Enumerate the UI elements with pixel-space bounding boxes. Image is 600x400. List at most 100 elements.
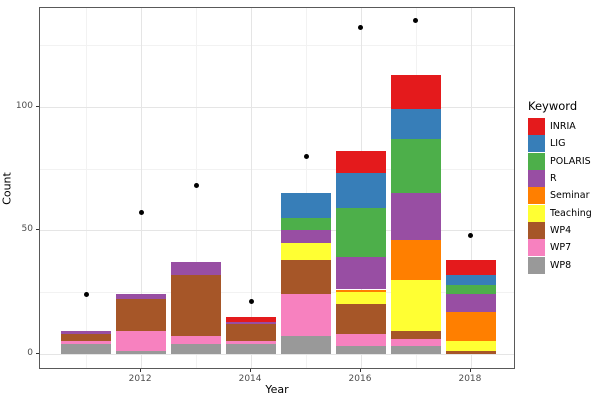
legend-label: LIG — [550, 138, 566, 150]
legend-item-wp8: WP8 — [528, 256, 592, 274]
x-tick-label: 2014 — [238, 374, 262, 384]
y-tick-label: 100 — [15, 100, 33, 111]
plot-panel — [39, 7, 515, 369]
legend-swatch-wp7 — [528, 239, 545, 257]
data-point-2017 — [413, 17, 419, 23]
bar-segment-inria-2018 — [446, 259, 496, 275]
bar-segment-r-2017 — [391, 193, 441, 241]
bar-segment-seminar-2018 — [446, 311, 496, 342]
bar-segment-r-2013 — [171, 262, 221, 275]
bar-segment-r-2012 — [116, 294, 166, 300]
legend-swatch-teaching — [528, 204, 545, 222]
bar-segment-r-2015 — [281, 230, 331, 243]
bar-segment-seminar-2016 — [336, 289, 386, 292]
bar-segment-r-2014 — [226, 321, 276, 325]
gridline-x-major — [470, 8, 472, 368]
gridline-y-minor — [40, 291, 514, 293]
legend-items: INRIA LIG POLARIS R Seminar Teaching WP4 WP7 WP8 — [528, 118, 592, 274]
legend-swatch-wp4 — [528, 221, 545, 239]
gridline-y-minor — [40, 168, 514, 170]
bar-segment-inria-2014 — [226, 316, 276, 322]
bar-segment-lig-2016 — [336, 173, 386, 208]
bar-segment-wp4-2011 — [61, 333, 111, 342]
x-tick-label: 2018 — [458, 374, 482, 384]
bar-segment-polaris-2018 — [446, 284, 496, 295]
bar-segment-polaris-2017 — [391, 138, 441, 194]
bar-segment-polaris-2016 — [336, 208, 386, 258]
gridline-x-minor — [196, 8, 198, 368]
bar-segment-wp7-2017 — [391, 338, 441, 347]
data-point-2013 — [193, 183, 199, 189]
bar-segment-teaching-2017 — [391, 279, 441, 332]
gridline-x-minor — [306, 8, 308, 368]
data-point-2015 — [303, 153, 309, 159]
bar-segment-wp4-2012 — [116, 299, 166, 332]
data-point-2018 — [468, 232, 474, 238]
legend-item-inria: INRIA — [528, 118, 592, 136]
y-tick-label: 0 — [27, 347, 33, 358]
legend-swatch-polaris — [528, 152, 545, 170]
bar-segment-wp4-2013 — [171, 274, 221, 337]
x-tick-mark — [469, 369, 471, 372]
bar-segment-wp4-2016 — [336, 304, 386, 334]
bar-segment-wp8-2011 — [61, 343, 111, 354]
bar-segment-wp8-2016 — [336, 346, 386, 354]
bar-segment-inria-2017 — [391, 74, 441, 110]
legend-label: POLARIS — [550, 155, 591, 167]
legend-item-polaris: POLARIS — [528, 152, 592, 170]
y-tick-label: 50 — [21, 224, 33, 235]
x-tick-mark — [359, 369, 361, 372]
bar-segment-lig-2018 — [446, 274, 496, 285]
legend-label: R — [550, 173, 557, 185]
legend-swatch-seminar — [528, 187, 545, 205]
gridline-y-major — [40, 106, 514, 108]
data-point-2016 — [358, 25, 364, 31]
bar-segment-wp4-2017 — [391, 331, 441, 339]
bar-segment-r-2011 — [61, 331, 111, 334]
legend-label: WP4 — [550, 224, 572, 236]
legend-title: Keyword — [528, 99, 578, 113]
bar-segment-wp7-2012 — [116, 331, 166, 352]
bar-segment-wp8-2017 — [391, 346, 441, 354]
legend-label: INRIA — [550, 121, 576, 133]
gridline-x-major — [141, 8, 143, 368]
legend-label: Teaching — [550, 207, 592, 219]
bar-segment-wp4-2018 — [446, 351, 496, 354]
legend-item-r: R — [528, 170, 592, 188]
bar-segment-r-2016 — [336, 257, 386, 290]
bar-segment-r-2018 — [446, 294, 496, 312]
gridline-y-major — [40, 353, 514, 355]
x-axis-title: Year — [265, 383, 289, 396]
bar-segment-wp8-2014 — [226, 343, 276, 354]
bar-segment-wp8-2012 — [116, 351, 166, 354]
legend-item-wp7: WP7 — [528, 239, 592, 257]
legend-label: WP8 — [550, 259, 572, 271]
bar-segment-lig-2017 — [391, 109, 441, 139]
data-point-2012 — [138, 210, 144, 216]
legend-item-seminar: Seminar — [528, 187, 592, 205]
legend-swatch-lig — [528, 135, 545, 153]
bar-segment-wp7-2014 — [226, 341, 276, 344]
x-tick-mark — [140, 369, 142, 372]
legend-swatch-r — [528, 170, 545, 188]
legend-label: Seminar — [550, 190, 590, 202]
y-tick-mark — [36, 229, 39, 231]
bar-segment-inria-2016 — [336, 151, 386, 174]
legend-swatch-inria — [528, 118, 545, 136]
x-tick-mark — [250, 369, 252, 372]
bar-segment-wp7-2016 — [336, 333, 386, 347]
bar-segment-wp7-2011 — [61, 341, 111, 344]
bar-segment-teaching-2016 — [336, 291, 386, 305]
legend: Keyword INRIA LIG POLARIS R Seminar Teaching W… — [528, 99, 592, 274]
y-tick-mark — [36, 105, 39, 107]
bar-segment-seminar-2017 — [391, 240, 441, 280]
gridline-y-minor — [40, 45, 514, 47]
legend-label: WP7 — [550, 242, 572, 254]
data-point-2011 — [83, 291, 89, 297]
gridline-x-minor — [86, 8, 88, 368]
legend-item-teaching: Teaching — [528, 204, 592, 222]
bar-segment-teaching-2018 — [446, 341, 496, 352]
legend-item-lig: LIG — [528, 135, 592, 153]
bar-segment-wp8-2013 — [171, 343, 221, 354]
